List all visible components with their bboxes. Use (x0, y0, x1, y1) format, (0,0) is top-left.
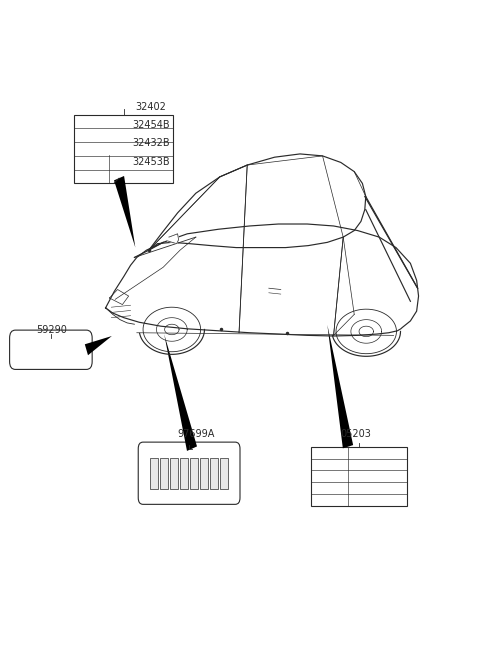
Polygon shape (114, 176, 135, 248)
Bar (180, 457, 188, 489)
FancyBboxPatch shape (138, 442, 240, 504)
Bar (200, 457, 208, 489)
Bar (190, 457, 198, 489)
Bar (170, 457, 178, 489)
Bar (311, 447, 407, 506)
FancyBboxPatch shape (10, 330, 92, 369)
Text: 32432B: 32432B (132, 138, 170, 148)
Bar (220, 457, 228, 489)
Bar (151, 457, 158, 489)
Text: 32454B: 32454B (132, 120, 170, 130)
Polygon shape (85, 336, 112, 355)
Text: 59290: 59290 (36, 326, 67, 335)
Polygon shape (327, 325, 353, 448)
Text: 97699A: 97699A (177, 429, 215, 439)
Bar (74, 115, 173, 183)
Polygon shape (164, 334, 197, 451)
Text: 05203: 05203 (341, 429, 372, 439)
Polygon shape (168, 234, 179, 244)
Bar (210, 457, 218, 489)
Text: 32453B: 32453B (132, 157, 170, 166)
Bar (160, 457, 168, 489)
Text: 32402: 32402 (136, 102, 167, 111)
